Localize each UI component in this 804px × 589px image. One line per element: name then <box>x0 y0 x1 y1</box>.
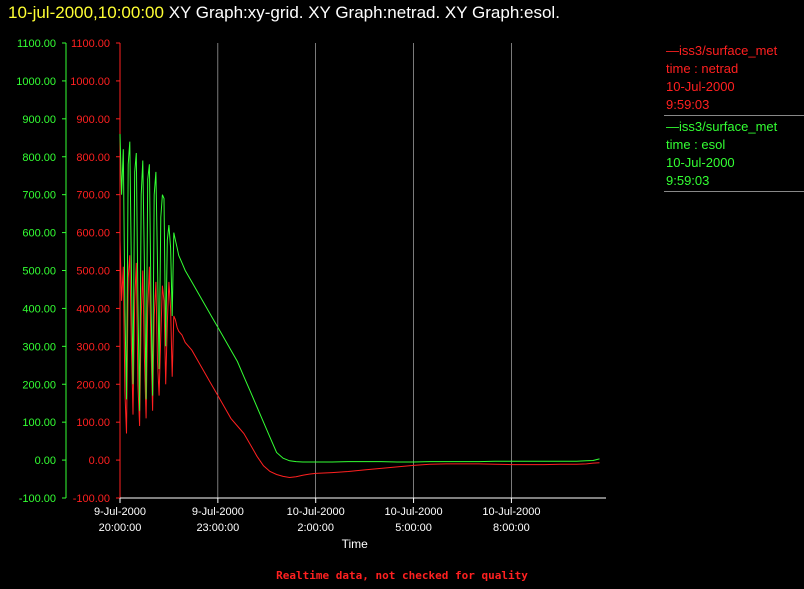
y-tick-label-esol: 400.00 <box>22 303 56 315</box>
y-tick-label-netrad: 800.00 <box>76 152 110 164</box>
y-tick-label-netrad: 1000.00 <box>70 76 110 88</box>
y-tick-label-netrad: 300.00 <box>76 341 110 353</box>
x-tick-date: 10-Jul-2000 <box>287 506 345 518</box>
y-tick-label-esol: 300.00 <box>22 341 56 353</box>
y-tick-label-esol: 900.00 <box>22 114 56 126</box>
y-tick-label-esol: 200.00 <box>22 379 56 391</box>
legend: —iss3/surface_met time : netrad 10-Jul-2… <box>664 40 804 192</box>
x-tick-time: 2:00:00 <box>297 522 334 534</box>
y-tick-label-netrad: 100.00 <box>76 417 110 429</box>
y-tick-label-esol: -100.00 <box>19 493 56 505</box>
y-tick-label-netrad: 200.00 <box>76 379 110 391</box>
y-tick-label-esol: 600.00 <box>22 228 56 240</box>
x-tick-date: 9-Jul-2000 <box>94 506 146 518</box>
y-tick-label-netrad: 700.00 <box>76 190 110 202</box>
y-tick-label-netrad: 1100.00 <box>71 38 110 50</box>
y-tick-label-esol: 0.00 <box>35 455 56 467</box>
y-tick-label-esol: 1100.00 <box>17 38 56 50</box>
x-tick-time: 5:00:00 <box>395 522 432 534</box>
chart-title: 10-jul-2000,10:00:00 XY Graph:xy-grid. X… <box>8 3 560 23</box>
title-timestamp: 10-jul-2000,10:00:00 <box>8 3 164 22</box>
x-tick-time: 23:00:00 <box>196 522 239 534</box>
legend-source: —iss3/surface_met <box>666 119 778 134</box>
x-tick-date: 10-Jul-2000 <box>385 506 443 518</box>
y-tick-label-esol: 1000.00 <box>16 76 56 88</box>
legend-time: 9:59:03 <box>666 97 710 112</box>
legend-source: —iss3/surface_met <box>666 43 778 58</box>
legend-variable: time : esol <box>666 137 726 152</box>
y-tick-label-esol: 500.00 <box>22 266 56 278</box>
legend-date: 10-Jul-2000 <box>666 79 735 94</box>
series-line-esol <box>119 133 600 463</box>
x-tick-time: 20:00:00 <box>99 522 142 534</box>
y-tick-label-netrad: 400.00 <box>76 303 110 315</box>
x-axis-label: Time <box>342 537 369 551</box>
y-tick-label-netrad: 0.00 <box>89 455 110 467</box>
legend-date: 10-Jul-2000 <box>666 155 735 170</box>
x-tick-time: 8:00:00 <box>493 522 530 534</box>
y-tick-label-netrad: 500.00 <box>76 266 110 278</box>
legend-entry-esol: —iss3/surface_met time : esol 10-Jul-200… <box>664 116 804 192</box>
y-tick-label-esol: 100.00 <box>22 417 56 429</box>
y-tick-label-esol: 700.00 <box>22 190 56 202</box>
legend-time: 9:59:03 <box>666 173 710 188</box>
title-graph-list: XY Graph:xy-grid. XY Graph:netrad. XY Gr… <box>168 3 560 22</box>
y-tick-label-netrad: -100.00 <box>73 493 110 505</box>
quality-notice: Realtime data, not checked for quality <box>276 569 528 582</box>
x-tick-date: 9-Jul-2000 <box>192 506 244 518</box>
legend-entry-netrad: —iss3/surface_met time : netrad 10-Jul-2… <box>664 40 804 116</box>
y-tick-label-netrad: 600.00 <box>76 228 110 240</box>
series-line-netrad <box>119 240 600 479</box>
x-tick-date: 10-Jul-2000 <box>482 506 540 518</box>
y-tick-label-esol: 800.00 <box>22 152 56 164</box>
legend-variable: time : netrad <box>666 61 739 76</box>
y-tick-label-netrad: 900.00 <box>76 114 110 126</box>
